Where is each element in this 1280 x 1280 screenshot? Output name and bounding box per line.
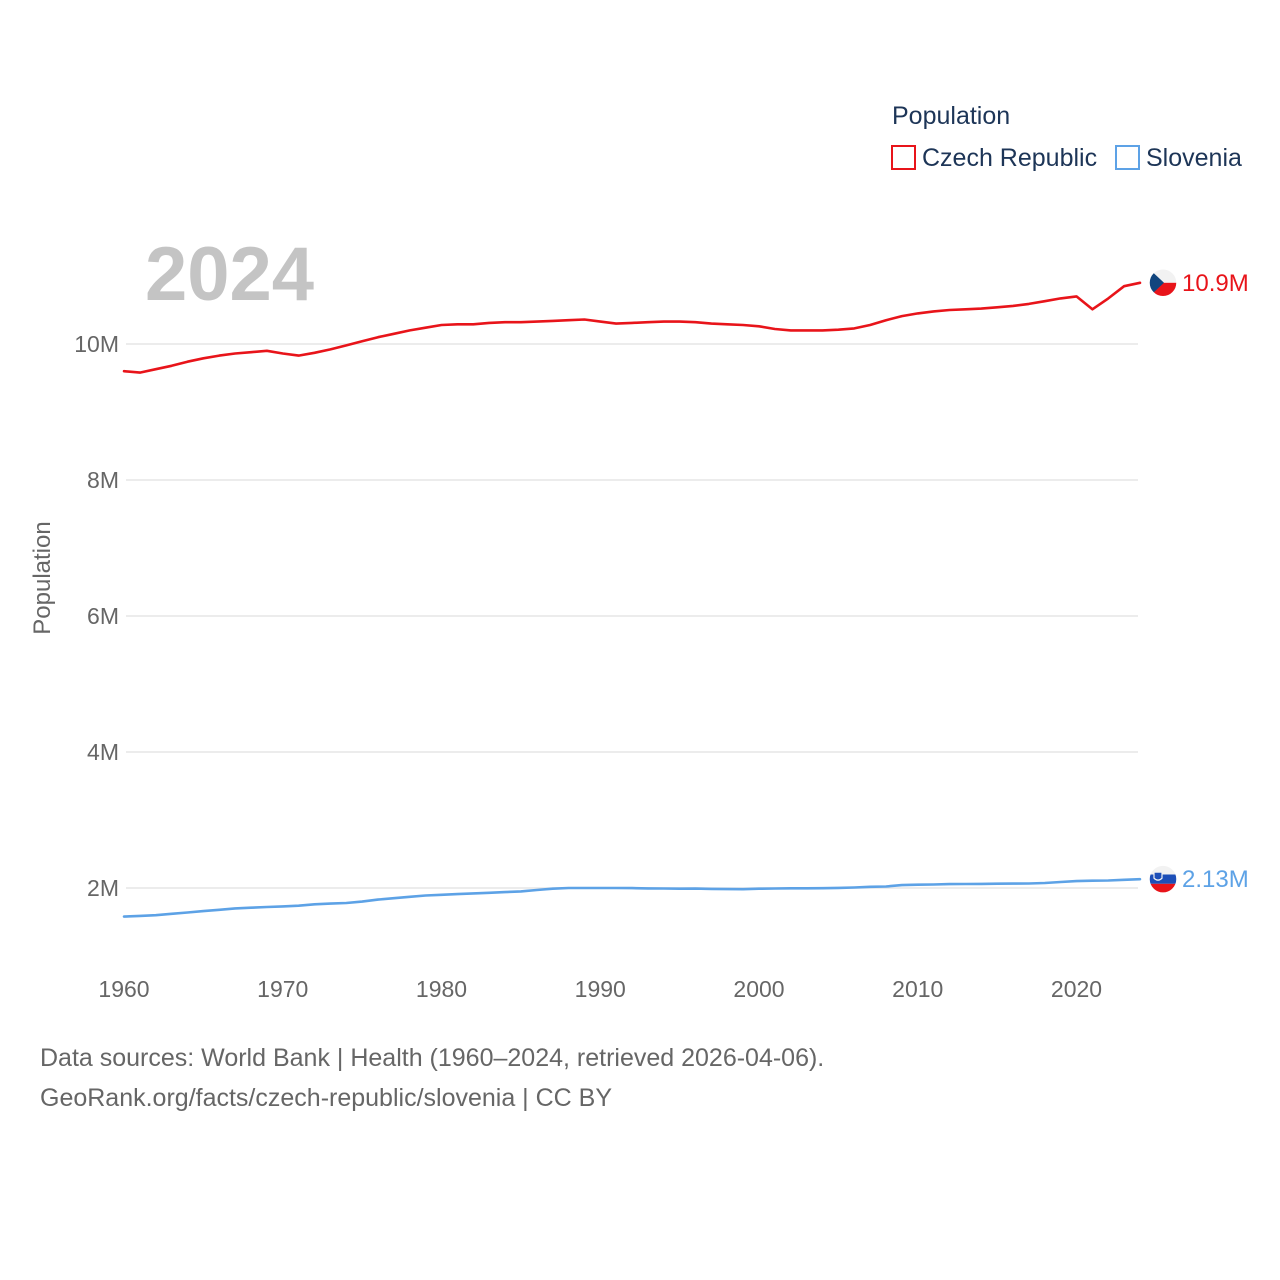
slovenia-flag-icon xyxy=(1148,864,1178,894)
legend-label-slovenia[interactable]: Slovenia xyxy=(1146,144,1242,172)
czech-flag-icon xyxy=(1148,268,1178,298)
x-tick-label: 2010 xyxy=(892,976,943,1002)
legend-swatch-czech-republic[interactable] xyxy=(891,145,916,170)
end-label-slovenia: 2.13M xyxy=(1182,866,1249,893)
end-label-czech-republic: 10.9M xyxy=(1182,270,1249,297)
y-tick-label: 6M xyxy=(87,603,119,629)
y-tick-label: 10M xyxy=(74,331,119,357)
y-tick-label: 4M xyxy=(87,739,119,765)
legend-swatch-slovenia[interactable] xyxy=(1115,145,1140,170)
data-source-note: Data sources: World Bank | Health (1960–… xyxy=(40,1044,825,1072)
x-tick-label: 1980 xyxy=(416,976,467,1002)
year-label: 2024 xyxy=(145,232,314,317)
x-axis-ticks: 1960 1970 1980 1990 2000 2010 2020 xyxy=(98,976,1102,1002)
series-line-slovenia xyxy=(122,877,1142,918)
gridlines xyxy=(126,343,1138,889)
series-endpoints: 10.9M 2.13M xyxy=(1148,268,1249,894)
x-tick-label: 1990 xyxy=(575,976,626,1002)
y-axis-title: Population xyxy=(29,521,56,634)
credit-note: GeoRank.org/facts/czech-republic/sloveni… xyxy=(40,1084,613,1112)
series-line-czech-republic xyxy=(122,281,1142,374)
legend: Population Czech Republic Slovenia xyxy=(891,102,1242,172)
x-tick-label: 1970 xyxy=(257,976,308,1002)
x-tick-label: 1960 xyxy=(98,976,149,1002)
legend-title: Population xyxy=(892,102,1010,130)
series-lines xyxy=(122,281,1142,918)
y-axis-ticks: 2M 4M 6M 8M 10M xyxy=(74,331,119,901)
y-tick-label: 2M xyxy=(87,875,119,901)
y-tick-label: 8M xyxy=(87,467,119,493)
x-tick-label: 2020 xyxy=(1051,976,1102,1002)
legend-label-czech-republic[interactable]: Czech Republic xyxy=(922,144,1097,172)
x-tick-label: 2000 xyxy=(733,976,784,1002)
